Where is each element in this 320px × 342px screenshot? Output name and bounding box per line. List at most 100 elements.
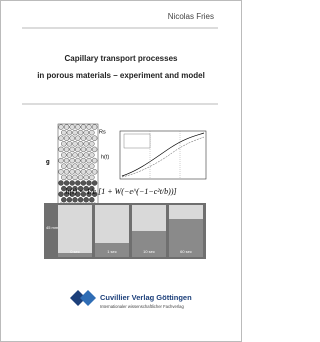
pore (72, 152, 78, 158)
pore (83, 129, 89, 136)
pore (72, 163, 78, 169)
pore (77, 163, 84, 169)
pore (77, 141, 84, 147)
pore (72, 185, 78, 192)
scale-label: 45 mm (46, 225, 59, 230)
photo (58, 205, 92, 257)
time-label: 0 sec (70, 249, 80, 254)
wet-region (58, 253, 92, 257)
publisher-logo (70, 290, 96, 306)
pore (61, 141, 67, 147)
pore (91, 124, 98, 130)
pore (75, 146, 81, 153)
wet-region (132, 231, 166, 257)
pore (77, 174, 84, 181)
pore (75, 180, 81, 186)
wet-region (95, 243, 129, 257)
pore (86, 191, 92, 197)
pore (91, 191, 98, 197)
pore (58, 135, 64, 141)
pore (83, 185, 89, 192)
pore (72, 174, 78, 181)
pore (66, 152, 73, 158)
pore (91, 180, 98, 186)
pore (58, 157, 64, 164)
pore (66, 163, 73, 169)
pore (80, 191, 87, 197)
book-cover: Nicolas Fries Capillary transport proces… (0, 0, 242, 342)
pore (58, 169, 64, 175)
pore (83, 163, 89, 169)
formula: h(t) = 1/c [1 + W(−e^(−1−c²t/b))] (65, 187, 176, 196)
pore (69, 157, 75, 164)
pore (89, 163, 95, 169)
pore (86, 146, 92, 153)
pore (58, 146, 64, 153)
figure-label: Rs (99, 129, 106, 135)
pore (89, 197, 95, 203)
pore (86, 124, 92, 130)
pore (69, 169, 75, 175)
author: Nicolas Fries (168, 12, 214, 21)
pore (86, 157, 92, 164)
pore (63, 157, 70, 164)
plot-illustration (119, 130, 207, 180)
time-label: 1 sec (107, 249, 117, 254)
pore (89, 152, 95, 158)
figure-label: g (46, 160, 50, 166)
pore (75, 169, 81, 175)
photo-frames: 0 sec 1 sec 10 sec 60 sec (58, 205, 203, 257)
pore (72, 141, 78, 147)
pore (91, 135, 98, 141)
pore (72, 197, 78, 203)
pore (75, 157, 81, 164)
pore (58, 191, 64, 197)
pore (66, 141, 73, 147)
pore (89, 129, 95, 136)
pore (72, 129, 78, 136)
pore (77, 152, 84, 158)
pore (69, 146, 75, 153)
pore (61, 163, 67, 169)
pore (75, 191, 81, 197)
pore (83, 174, 89, 181)
pore (69, 135, 75, 141)
pore (61, 197, 67, 203)
pore (83, 141, 89, 147)
title-line: Capillary transport processes (65, 54, 178, 63)
pore (80, 169, 87, 175)
pore (66, 185, 73, 192)
time-label: 60 sec (180, 249, 192, 254)
pore (86, 180, 92, 186)
pore (58, 124, 64, 130)
pore (91, 146, 98, 153)
pore (77, 129, 84, 136)
pore (80, 135, 87, 141)
time-label: 10 sec (143, 249, 155, 254)
pore (83, 197, 89, 203)
pore (63, 146, 70, 153)
pore (77, 197, 84, 203)
pore (80, 146, 87, 153)
pore (83, 152, 89, 158)
pore (69, 191, 75, 197)
pore (80, 157, 87, 164)
pore (61, 152, 67, 158)
pore (86, 169, 92, 175)
pore (61, 129, 67, 136)
pore (77, 185, 84, 192)
pore (66, 129, 73, 136)
pore (63, 124, 70, 130)
publisher-name: Cuvillier Verlag Göttingen (100, 293, 192, 302)
wet-region (169, 219, 203, 257)
pore (58, 180, 64, 186)
pore (61, 185, 67, 192)
pore (89, 141, 95, 147)
publisher-tagline: Internationaler wissenschaftlicher Fachv… (100, 304, 184, 309)
pore (63, 191, 70, 197)
pore (75, 124, 81, 130)
figure-label: h(t) (101, 154, 109, 160)
pore (69, 124, 75, 130)
pore (69, 180, 75, 186)
pore (61, 174, 67, 181)
